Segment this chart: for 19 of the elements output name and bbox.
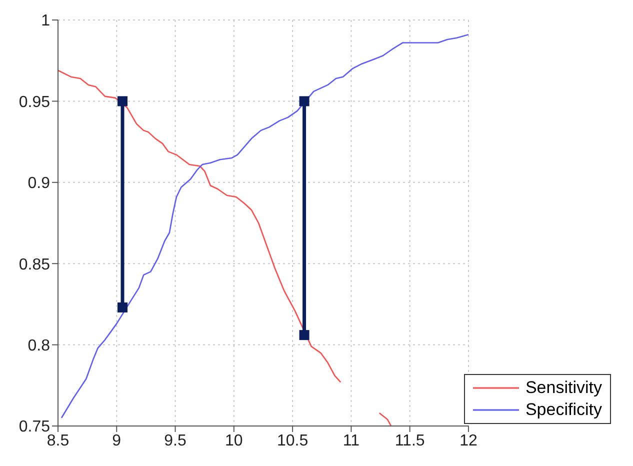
point [299, 96, 310, 106]
x-tick-label: 11 [342, 432, 360, 450]
line-series [60, 34, 468, 419]
y-tick-label: 0.85 [18, 256, 50, 274]
y-tick-label: 0.9 [28, 175, 50, 192]
point [118, 96, 128, 106]
y-tick-label: 0.95 [18, 94, 50, 111]
x-tick-label: 9.5 [164, 432, 186, 450]
x-tick-label: 10.5 [276, 432, 308, 450]
point [118, 302, 128, 312]
x-tick-label: 11.5 [394, 432, 425, 450]
x-tick-label: 12 [460, 432, 478, 450]
x-tick-label: 10 [225, 432, 243, 450]
legend-label: Specificity [525, 399, 602, 421]
legend-label: Sensitivity [525, 377, 602, 399]
point [299, 330, 310, 340]
x-tick-label: 9 [112, 432, 122, 450]
y-tick-label: 0.8 [28, 337, 50, 354]
y-tick-label: 1 [41, 12, 50, 30]
